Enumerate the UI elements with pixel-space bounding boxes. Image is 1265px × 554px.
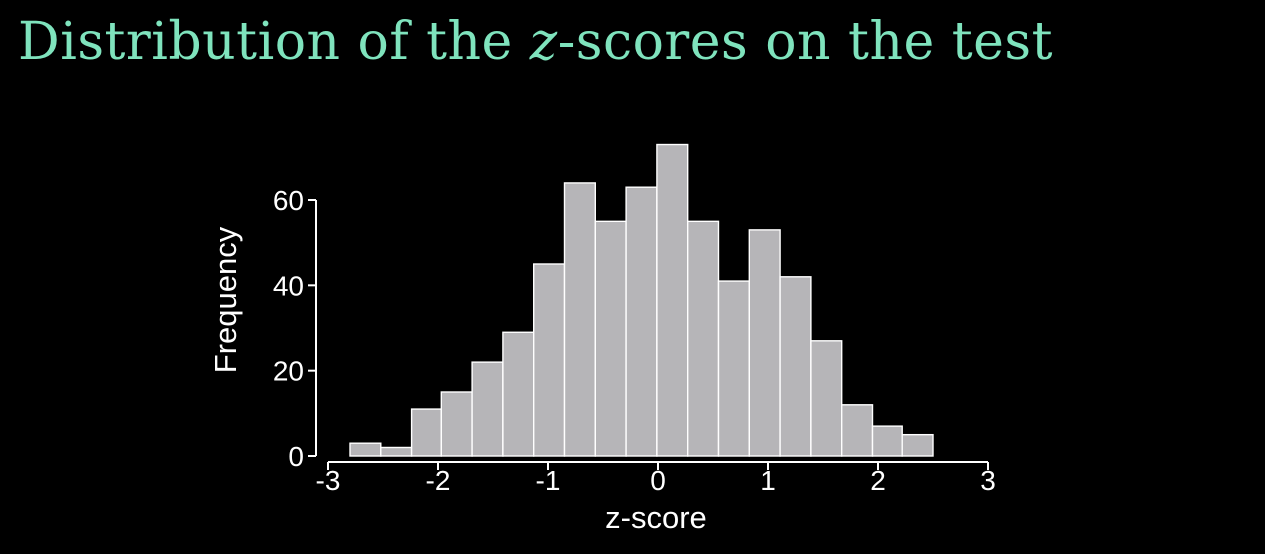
chart-ticks: 0 20 40 60 -3 -2 -1 0 1 2 3	[273, 185, 996, 496]
histogram-bar	[533, 263, 566, 457]
histogram-bar	[380, 446, 413, 457]
histogram-bar	[471, 361, 504, 457]
y-tick-label: 20	[273, 356, 304, 387]
x-tick-label: 1	[760, 465, 776, 496]
histogram-bar	[440, 391, 473, 457]
histogram-bar	[810, 340, 843, 457]
title-variable-z: z	[529, 12, 558, 72]
x-tick-label: -3	[316, 465, 341, 496]
x-tick-label: 0	[650, 465, 666, 496]
y-axis-label: Frequency	[208, 226, 243, 373]
y-tick-label: 0	[288, 441, 304, 472]
histogram-bar	[687, 220, 720, 457]
x-tick-label: -2	[426, 465, 451, 496]
histogram-bar	[349, 442, 382, 457]
x-tick-label: 3	[980, 465, 996, 496]
histogram-bar	[779, 276, 812, 457]
histogram-bar	[625, 186, 658, 457]
histogram-bar	[502, 331, 535, 457]
histogram-bar	[748, 229, 781, 457]
histogram-bar	[410, 408, 443, 457]
histogram-bar	[563, 182, 596, 457]
x-axis-label: z-score	[605, 500, 707, 535]
slide-title: Distribution of the z-scores on the test	[18, 6, 1053, 78]
histogram-bar	[656, 143, 689, 457]
y-tick-label: 60	[273, 185, 304, 216]
x-tick-label: -1	[536, 465, 561, 496]
y-tick-label: 40	[273, 270, 304, 301]
histogram-bar	[717, 280, 750, 457]
histogram-bars	[349, 143, 934, 457]
histogram-bar	[871, 425, 903, 457]
title-text-start: Distribution of the	[18, 12, 530, 72]
histogram-bar	[901, 433, 934, 457]
histogram-bar	[841, 404, 874, 457]
histogram-bar	[594, 220, 627, 457]
x-tick-label: 2	[870, 465, 886, 496]
title-text-end: -scores on the test	[557, 12, 1054, 72]
